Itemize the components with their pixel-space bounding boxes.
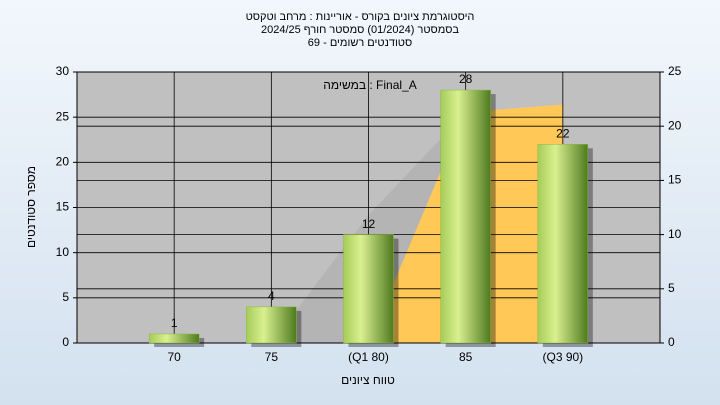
- bar: [343, 234, 394, 344]
- chart-subtitle: 69 - סטודנטים רשומים: [308, 37, 412, 49]
- y-tick-label: 25: [56, 109, 70, 123]
- y2-tick-label: 5: [668, 281, 675, 295]
- x-axis-label: טווח ציונים: [341, 373, 395, 387]
- y2-tick-label: 15: [668, 173, 682, 187]
- annotation: במשימה : Final_A: [323, 78, 417, 92]
- x-tick-label: 75: [265, 350, 279, 364]
- value-label: 1: [171, 316, 178, 330]
- y-tick-label: 15: [56, 200, 70, 214]
- x-tick-label: 70: [167, 350, 181, 364]
- bar: [148, 333, 200, 344]
- y-tick-label: 0: [62, 335, 69, 349]
- y-tick-label: 10: [56, 245, 70, 259]
- y-tick-label: 20: [56, 155, 70, 169]
- x-tick-label: 85: [459, 350, 473, 364]
- y2-tick-label: 10: [668, 227, 682, 241]
- bar: [537, 144, 589, 344]
- chart-subtitle: בסמסטר (01/2024) סמסטר חורף 2024/25: [261, 24, 459, 36]
- y2-tick-label: 0: [668, 335, 675, 349]
- y2-tick-label: 20: [668, 118, 682, 132]
- y-axis-label: מספר סטודנטים: [24, 166, 38, 248]
- value-label: 22: [556, 126, 570, 140]
- x-tick-label: (Q1 80): [348, 350, 389, 364]
- bar: [246, 306, 297, 344]
- bar: [440, 89, 491, 344]
- value-label: 28: [459, 72, 473, 86]
- value-label: 4: [268, 289, 275, 303]
- value-label: 12: [362, 217, 376, 231]
- y-tick-label: 30: [56, 64, 70, 78]
- chart-title: היסטוגרמת ציונים בקורס - אוריינות : מרחב…: [246, 11, 475, 23]
- y-tick-label: 5: [62, 290, 69, 304]
- x-tick-label: (Q3 90): [542, 350, 583, 364]
- y2-tick-label: 25: [668, 64, 682, 78]
